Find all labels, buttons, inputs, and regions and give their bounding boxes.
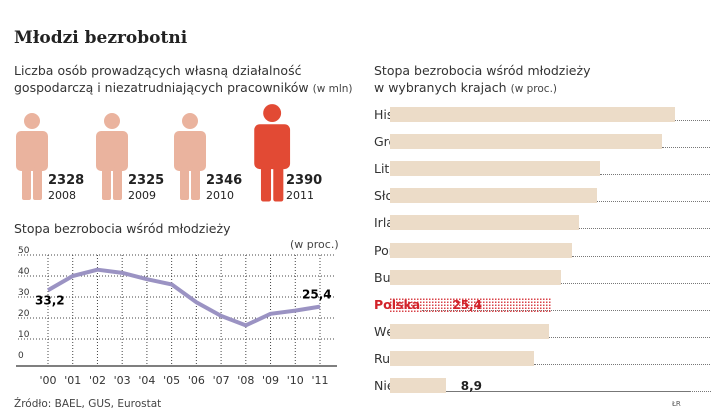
leader-dots [596,201,690,203]
bar [390,107,675,122]
value-label: 8,9 [460,379,482,393]
line-chart: 0 10 20 30 40 50 '00 '01 '02 '03 '04 '05 '06 '07 '08 '0… [16,246,337,387]
bar [390,161,601,177]
x-tick-label: '10 [287,374,304,387]
title-line: w wybranych krajach [374,80,507,95]
person-icon [96,113,128,200]
x-tick-label: '06 [188,374,205,387]
leader-dots [600,174,690,176]
y-tick-label: 40 [18,267,30,277]
figure-value: 2390 [286,173,323,188]
y-tick-label: 20 [18,309,30,319]
source: Źródło: BAEL, GUS, Eurostat [14,398,162,410]
bar [390,378,447,393]
y-tick-label: 30 [18,288,30,298]
leader-dots [550,309,690,311]
data-label-first: 33,2 [35,293,65,307]
x-tick-label: '04 [138,374,155,387]
subtitle-line: Liczba osób prowadzących własną działaln… [14,63,302,78]
x-tick-label: '09 [262,374,279,387]
figure-value: 2325 [128,173,165,188]
leader-dots [560,282,690,284]
bar [390,242,572,258]
bar [390,296,551,312]
x-tick-label: '02 [89,374,106,387]
x-tick-label: '05 [163,374,180,387]
leader-dots [534,363,690,365]
leader-dots [571,255,690,257]
leader-dots [578,228,690,230]
person-icon [16,113,48,200]
unit-label: (w proc.) [510,83,557,95]
figure-year: 2009 [128,189,156,202]
main-title: Młodzi bezrobotni [14,28,188,48]
subtitle-line: gospodarczą i niezatrudniających pracown… [14,80,309,95]
leader-dots [661,147,690,149]
x-tick-label: '03 [114,374,131,387]
x-tick-label: '08 [237,374,254,387]
y-tick-label: 10 [18,330,30,340]
title-line: Stopa bezrobocia wśród młodzieży [374,63,591,78]
y-tick-label: 50 [18,246,30,256]
credit: ŁR [672,400,681,408]
line-chart-unit: (w proc.) [290,238,339,251]
y-tick-label: 0 [18,351,24,361]
x-tick-label: '00 [39,374,56,387]
figure-year: 2008 [48,189,76,202]
x-tick-label: '11 [311,374,328,387]
bar [390,215,579,231]
person-icon [254,104,291,202]
series-line [46,267,321,328]
bar [390,134,662,150]
unit-label: (w mln) [312,83,353,95]
bar [390,350,535,366]
figures-subtitle: Liczba osób prowadzących własną działaln… [14,62,353,98]
figure-year: 2011 [286,189,314,202]
x-tick-label: '07 [213,374,230,387]
bar [390,323,549,339]
figure-year: 2010 [206,189,234,202]
bar [390,269,561,285]
bar-chart-title: Stopa bezrobocia wśród młodzieży w wybra… [374,62,590,98]
figure-value: 2346 [206,173,243,188]
line-chart-title: Stopa bezrobocia wśród młodzieży [14,221,231,236]
leader-dots [674,120,690,121]
data-label-last: 25,4 [302,288,332,302]
figure-value: 2328 [48,173,85,188]
x-tick-label: '01 [64,374,81,387]
leader-dots [446,391,690,392]
bar [390,188,597,204]
leader-dots [548,336,690,338]
person-icon [174,113,206,200]
